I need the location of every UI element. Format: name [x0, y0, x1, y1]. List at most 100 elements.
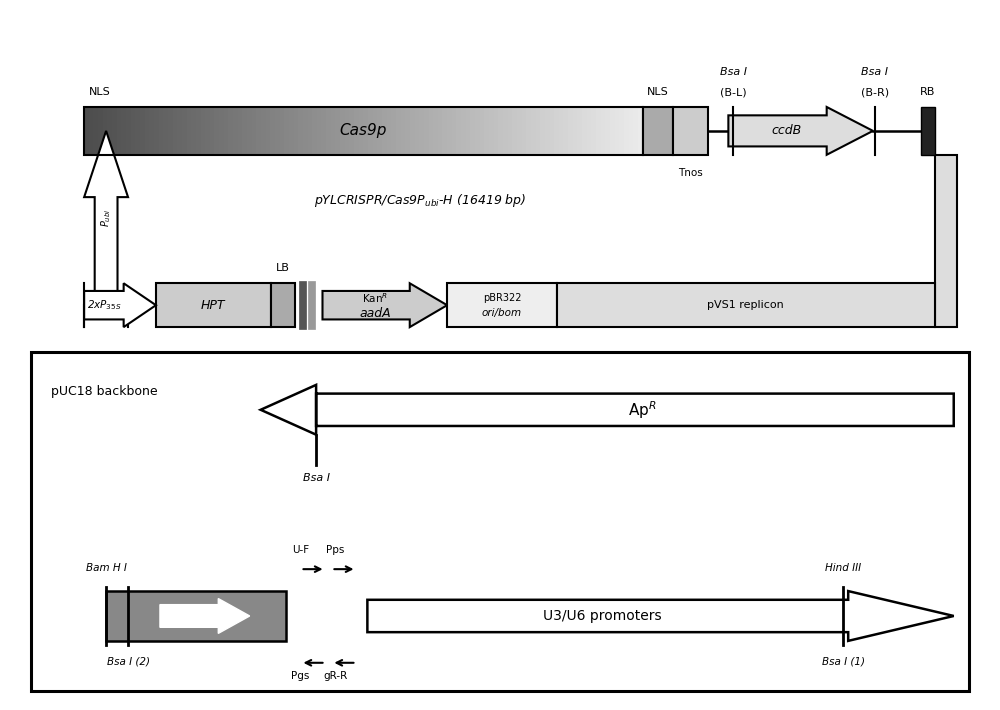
Bar — [154, 107, 159, 155]
Bar — [512, 107, 517, 155]
Bar — [140, 107, 145, 155]
Bar — [317, 107, 322, 155]
Bar — [557, 283, 935, 327]
Bar — [531, 107, 536, 155]
Text: Tnos: Tnos — [678, 168, 703, 178]
Polygon shape — [728, 107, 873, 155]
Bar — [475, 107, 480, 155]
Bar — [238, 107, 243, 155]
Bar — [480, 107, 485, 155]
Text: Bsa I: Bsa I — [303, 473, 330, 483]
Bar — [335, 107, 341, 155]
Bar — [298, 107, 303, 155]
Bar — [168, 107, 173, 155]
Bar — [159, 107, 164, 155]
Bar — [294, 107, 299, 155]
Polygon shape — [261, 385, 954, 435]
Bar — [526, 107, 531, 155]
Bar — [266, 107, 271, 155]
Bar — [619, 107, 624, 155]
Bar — [587, 107, 592, 155]
Bar — [354, 107, 359, 155]
Bar — [629, 107, 634, 155]
Bar — [633, 107, 638, 155]
Bar — [205, 107, 210, 155]
Bar — [228, 107, 234, 155]
Text: ccdB: ccdB — [771, 124, 801, 137]
Bar — [517, 107, 522, 155]
Bar — [340, 107, 345, 155]
Bar — [577, 107, 583, 155]
Bar — [447, 283, 557, 327]
Bar — [559, 107, 564, 155]
Bar — [503, 107, 508, 155]
Bar — [145, 107, 150, 155]
Bar — [303, 107, 308, 155]
Bar — [415, 107, 420, 155]
Bar — [368, 107, 373, 155]
Bar — [563, 107, 569, 155]
Bar — [591, 107, 597, 155]
Bar — [489, 107, 494, 155]
Bar — [624, 107, 629, 155]
Bar — [921, 107, 935, 155]
Bar — [93, 107, 99, 155]
Bar — [275, 107, 280, 155]
Text: Ap$^R$: Ap$^R$ — [628, 399, 656, 420]
Bar — [196, 107, 201, 155]
Bar — [536, 107, 541, 155]
Bar — [373, 107, 378, 155]
Bar — [447, 107, 452, 155]
Bar — [312, 107, 317, 155]
Bar — [103, 107, 108, 155]
Bar — [498, 107, 503, 155]
Bar — [550, 107, 555, 155]
Text: pBR322: pBR322 — [483, 293, 521, 303]
Bar — [191, 107, 196, 155]
Bar — [601, 107, 606, 155]
Bar — [247, 107, 252, 155]
Bar — [484, 107, 490, 155]
Text: pUC18 backbone: pUC18 backbone — [51, 386, 158, 398]
Bar — [610, 107, 615, 155]
Bar — [214, 107, 220, 155]
Bar — [568, 107, 573, 155]
Text: Pgs: Pgs — [291, 671, 310, 681]
Bar — [321, 107, 327, 155]
Bar — [308, 281, 315, 329]
Bar — [508, 107, 513, 155]
Text: sgRNA: sgRNA — [171, 609, 220, 623]
Bar — [359, 107, 364, 155]
Bar — [299, 281, 306, 329]
Text: HPT: HPT — [201, 299, 226, 312]
Text: LB: LB — [276, 263, 290, 273]
Polygon shape — [322, 283, 447, 327]
Text: (B-R): (B-R) — [861, 87, 889, 97]
Bar — [261, 107, 266, 155]
Bar — [405, 107, 410, 155]
Bar — [156, 283, 271, 327]
Bar — [429, 107, 434, 155]
Bar — [935, 155, 957, 327]
Bar — [131, 107, 136, 155]
Bar — [456, 107, 462, 155]
Bar — [401, 107, 406, 155]
Bar — [107, 107, 113, 155]
Bar — [363, 107, 369, 155]
Text: Bsa I: Bsa I — [861, 67, 888, 77]
Bar — [466, 107, 471, 155]
Bar — [387, 107, 392, 155]
Text: ori/bom: ori/bom — [482, 308, 522, 318]
Bar — [271, 283, 295, 327]
Bar — [173, 107, 178, 155]
Text: Pps: Pps — [326, 545, 345, 555]
Bar — [84, 107, 643, 155]
Bar — [545, 107, 550, 155]
Text: NLS: NLS — [89, 87, 111, 97]
Bar — [605, 107, 611, 155]
Bar — [201, 107, 206, 155]
Bar — [177, 107, 182, 155]
Bar — [224, 107, 229, 155]
Bar — [410, 107, 415, 155]
Bar — [163, 107, 168, 155]
